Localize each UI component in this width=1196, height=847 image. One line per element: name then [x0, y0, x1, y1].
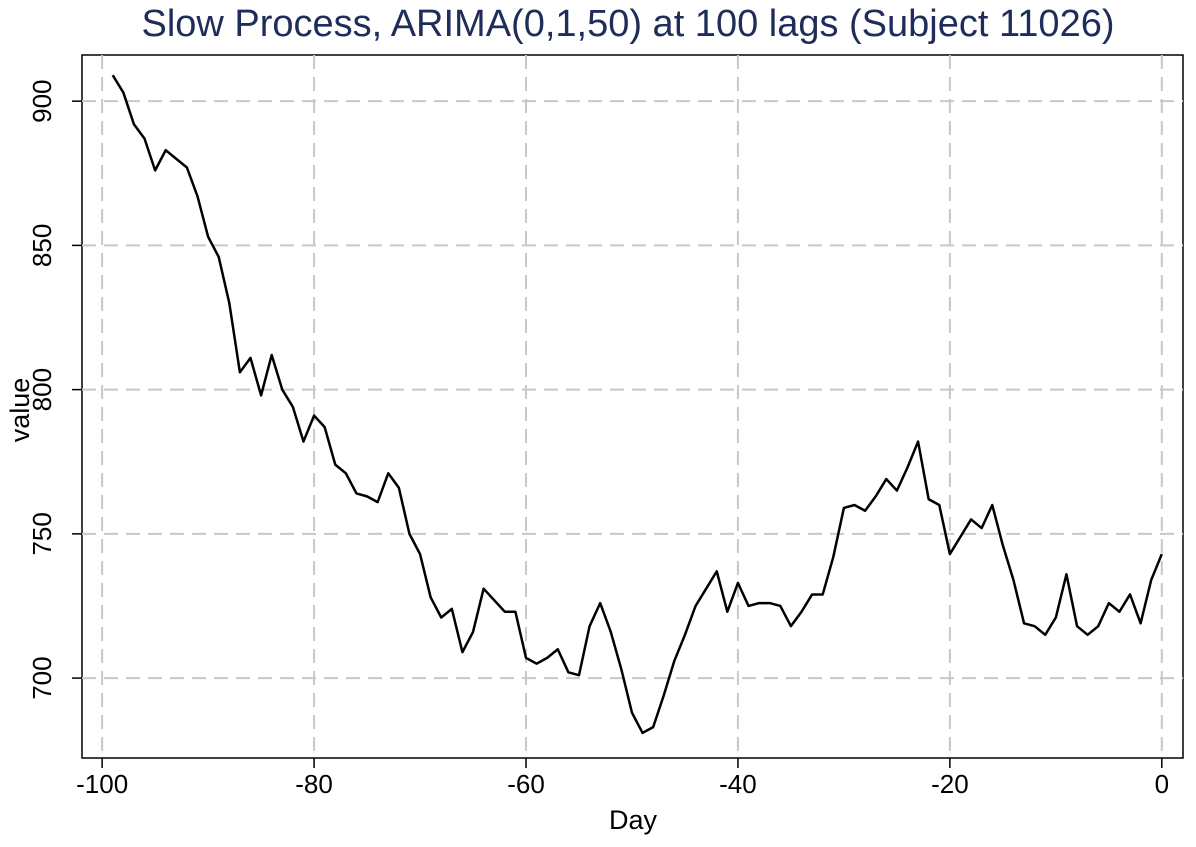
data-line [111, 74, 1163, 735]
x-tick-label: -80 [295, 769, 333, 799]
y-tick-label: 700 [27, 656, 57, 699]
x-axis-label: Day [609, 805, 658, 835]
x-tick-label: -100 [76, 769, 128, 799]
x-tick-label: 0 [1155, 769, 1169, 799]
y-tick-label: 800 [27, 368, 57, 411]
x-tick-label: -40 [719, 769, 757, 799]
plot-frame [81, 54, 1184, 759]
x-tick-label: -60 [507, 769, 545, 799]
y-tick-label: 850 [27, 224, 57, 267]
y-tick-label: 750 [27, 512, 57, 555]
chart-title: Slow Process, ARIMA(0,1,50) at 100 lags … [141, 3, 1114, 45]
y-axis-label: value [5, 378, 35, 443]
y-tick-label: 900 [27, 79, 57, 122]
x-tick-label: -20 [931, 769, 969, 799]
